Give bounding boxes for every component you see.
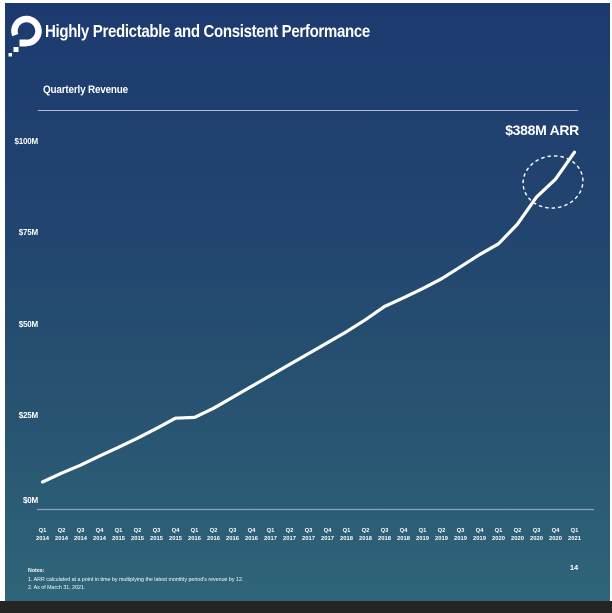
- footnotes: Notes: 1. ARR calculated at a point in t…: [28, 567, 243, 593]
- x-tick-label: Q1 2017: [264, 528, 277, 542]
- x-tick-label: Q4 2019: [473, 528, 486, 542]
- chart-title-divider: [38, 110, 578, 111]
- x-tick-label: Q2 2018: [359, 528, 372, 542]
- slide-title: Highly Predictable and Consistent Perfor…: [45, 21, 370, 41]
- digitalocean-logo-icon: [8, 15, 42, 57]
- logo-ring: [11, 15, 42, 47]
- x-tick-label: Q4 2014: [93, 528, 106, 542]
- logo-square-medium: [13, 47, 19, 52]
- y-tick-label: $100M: [14, 137, 39, 146]
- x-tick-label: Q3 2016: [226, 528, 239, 542]
- footnote-2: 2. As of March 31, 2021.: [28, 585, 86, 592]
- footnotes-label: Notes:: [28, 568, 45, 574]
- x-tick-label: Q1 2014: [36, 528, 49, 542]
- x-tick-label: Q2 2017: [283, 528, 296, 542]
- x-tick-label: Q2 2016: [207, 528, 220, 542]
- y-tick-label: $75M: [18, 228, 38, 237]
- x-tick-label: Q3 2018: [378, 528, 391, 542]
- x-tick-label: Q4 2020: [549, 528, 562, 542]
- x-tick-label: Q4 2017: [321, 528, 334, 542]
- x-tick-label: Q3 2019: [454, 528, 467, 542]
- chart-title: Quarterly Revenue: [43, 84, 128, 96]
- logo-square-small: [8, 53, 12, 57]
- x-tick-label: Q2 2019: [435, 528, 448, 542]
- x-tick-label: Q4 2018: [397, 528, 410, 542]
- x-tick-label: Q4 2015: [169, 528, 182, 542]
- x-tick-label: Q1 2019: [416, 528, 429, 542]
- arr-annotation: $388M ARR: [505, 122, 579, 138]
- x-tick-label: Q3 2017: [302, 528, 315, 542]
- x-tick-label: Q2 2015: [131, 528, 144, 542]
- x-tick-label: Q3 2020: [530, 528, 543, 542]
- x-tick-label: Q2 2020: [511, 528, 524, 542]
- y-tick-label: $50M: [18, 320, 38, 329]
- bottom-bar: [0, 601, 612, 613]
- x-tick-label: Q3 2014: [74, 528, 87, 542]
- logo-square-large: [19, 39, 27, 47]
- footnote-1: 1. ARR calculated at a point in time by …: [28, 576, 244, 583]
- x-tick-label: Q1 2015: [112, 528, 125, 542]
- x-tick-label: Q2 2014: [55, 528, 68, 542]
- x-tick-label: Q4 2016: [245, 528, 258, 542]
- y-tick-label: $0M: [23, 496, 38, 505]
- page-number: 14: [569, 563, 579, 572]
- x-tick-label: Q1 2020: [492, 528, 505, 542]
- x-tick-label: Q1 2016: [188, 528, 201, 542]
- x-tick-label: Q3 2015: [150, 528, 163, 542]
- x-tick-label: Q1 2018: [340, 528, 353, 542]
- x-tick-label: Q1 2021: [568, 528, 581, 542]
- y-tick-label: $25M: [18, 411, 38, 420]
